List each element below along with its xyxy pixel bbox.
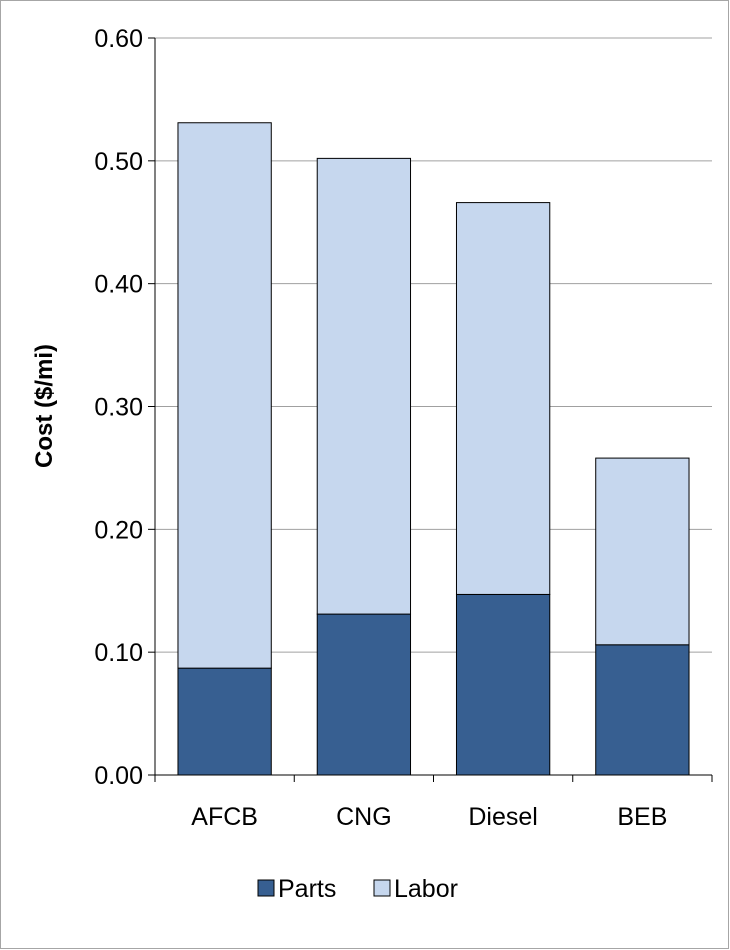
y-tick-label: 0.20	[94, 516, 143, 544]
y-tick-label: 0.50	[94, 148, 143, 176]
x-tick-label: Diesel	[468, 803, 537, 831]
legend: Parts Labor	[257, 875, 458, 903]
bar-parts-cng	[316, 613, 412, 776]
bar-labor-beb	[595, 457, 690, 646]
legend-label-labor: Labor	[394, 875, 458, 903]
y-tick-label: 0.30	[94, 394, 143, 422]
y-tick-label: 0.00	[94, 762, 143, 790]
bar-parts-diesel	[455, 593, 551, 776]
bar-parts-afcb	[177, 667, 272, 776]
y-tick-label: 0.60	[94, 25, 143, 53]
bar-labor-cng	[316, 157, 412, 615]
axes	[148, 37, 713, 782]
bar-labor-afcb	[177, 122, 272, 669]
legend-label-parts: Parts	[278, 875, 336, 903]
legend-swatch-parts	[257, 879, 275, 897]
tick-labels: 0.00 0.10 0.20 0.30 0.40 0.50 0.60 AFCB CNG Diese…	[94, 25, 667, 831]
bar-parts-beb	[595, 644, 690, 776]
x-tick-label: CNG	[336, 803, 392, 831]
x-tick-label: AFCB	[191, 803, 258, 831]
y-tick-label: 0.40	[94, 271, 143, 299]
bars	[177, 122, 690, 776]
x-tick-label: BEB	[617, 803, 667, 831]
y-tick-label: 0.10	[94, 639, 143, 667]
bar-labor-diesel	[455, 202, 551, 595]
legend-swatch-labor	[373, 879, 391, 897]
y-axis-title: Cost ($/mi)	[31, 344, 58, 468]
